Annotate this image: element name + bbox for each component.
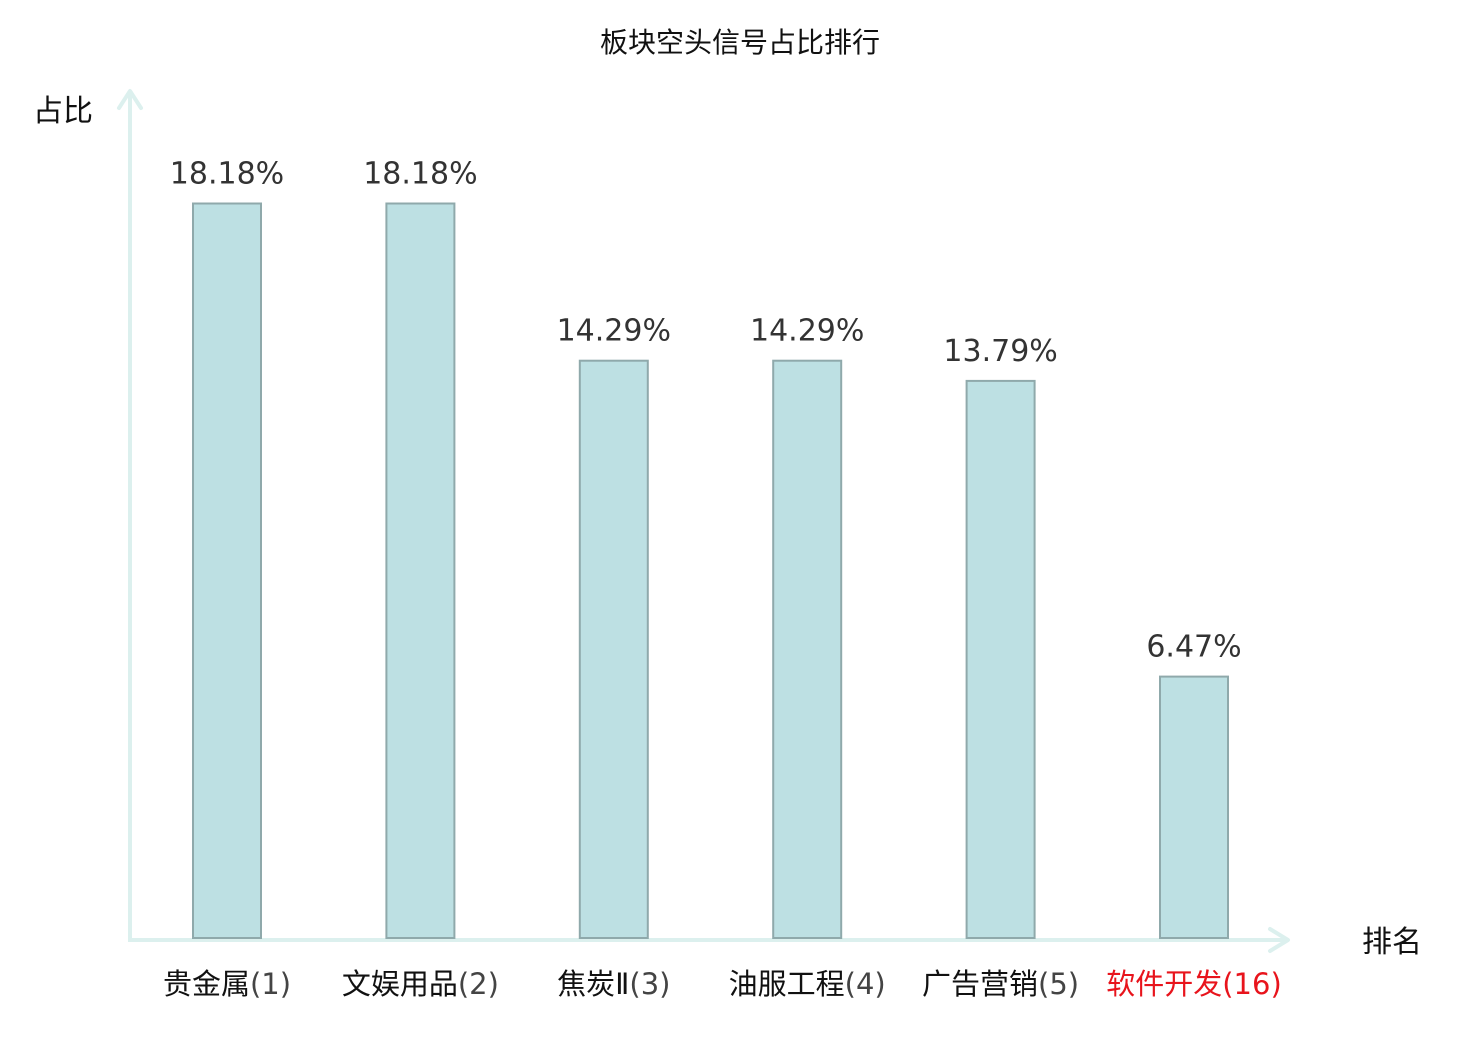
y-axis-label: 占比: [33, 94, 93, 129]
bar-value-label: 13.79%: [943, 334, 1057, 369]
chart-title: 板块空头信号占比排行: [600, 26, 880, 59]
category-label: 贵金属(1): [163, 967, 291, 1001]
category-label: 软件开发(16): [1106, 967, 1282, 1001]
category-labels-group: 贵金属(1) 文娱用品(2) 焦炭Ⅱ(3) 油服工程(4) 广告营销(5) 软件开发(16…: [163, 967, 1282, 1001]
bars-group: [192, 202, 1229, 939]
bar-value-label: 18.18%: [170, 157, 284, 192]
bar-value-label: 18.18%: [363, 157, 477, 192]
category-name: 油服工程: [729, 967, 845, 1001]
bar-value-label: 6.47%: [1146, 630, 1241, 665]
category-name: 软件开发: [1106, 967, 1222, 1001]
category-name: 广告营销: [922, 967, 1038, 1001]
bar: [772, 359, 843, 939]
category-rank: (16): [1222, 967, 1282, 1001]
bar: [385, 202, 456, 939]
category-label: 油服工程(4): [729, 967, 886, 1001]
category-name: 焦炭Ⅱ: [557, 967, 629, 1001]
category-rank: (2): [458, 967, 499, 1001]
x-axis-arrow: [1268, 927, 1290, 953]
bar: [192, 202, 262, 939]
bar: [1159, 675, 1229, 939]
bar: [965, 379, 1036, 939]
category-rank: (1): [250, 967, 291, 1001]
category-label: 广告营销(5): [922, 967, 1079, 1001]
category-label: 文娱用品(2): [342, 967, 499, 1001]
x-axis: [128, 927, 1290, 953]
x-axis-label: 排名: [1362, 925, 1422, 960]
category-rank: (3): [629, 967, 670, 1001]
y-axis-arrow: [117, 89, 143, 110]
bar-value-label: 14.29%: [750, 314, 864, 349]
y-axis: [117, 89, 143, 940]
category-rank: (4): [845, 967, 886, 1001]
value-labels-group: 18.18% 18.18% 14.29% 14.29% 13.79% 6.47%: [170, 157, 1242, 665]
category-name: 文娱用品: [342, 967, 458, 1001]
category-rank: (5): [1038, 967, 1079, 1001]
bar: [578, 359, 649, 939]
bar-value-label: 14.29%: [557, 314, 671, 349]
category-name: 贵金属: [163, 967, 250, 1001]
category-label: 焦炭Ⅱ(3): [557, 967, 670, 1001]
